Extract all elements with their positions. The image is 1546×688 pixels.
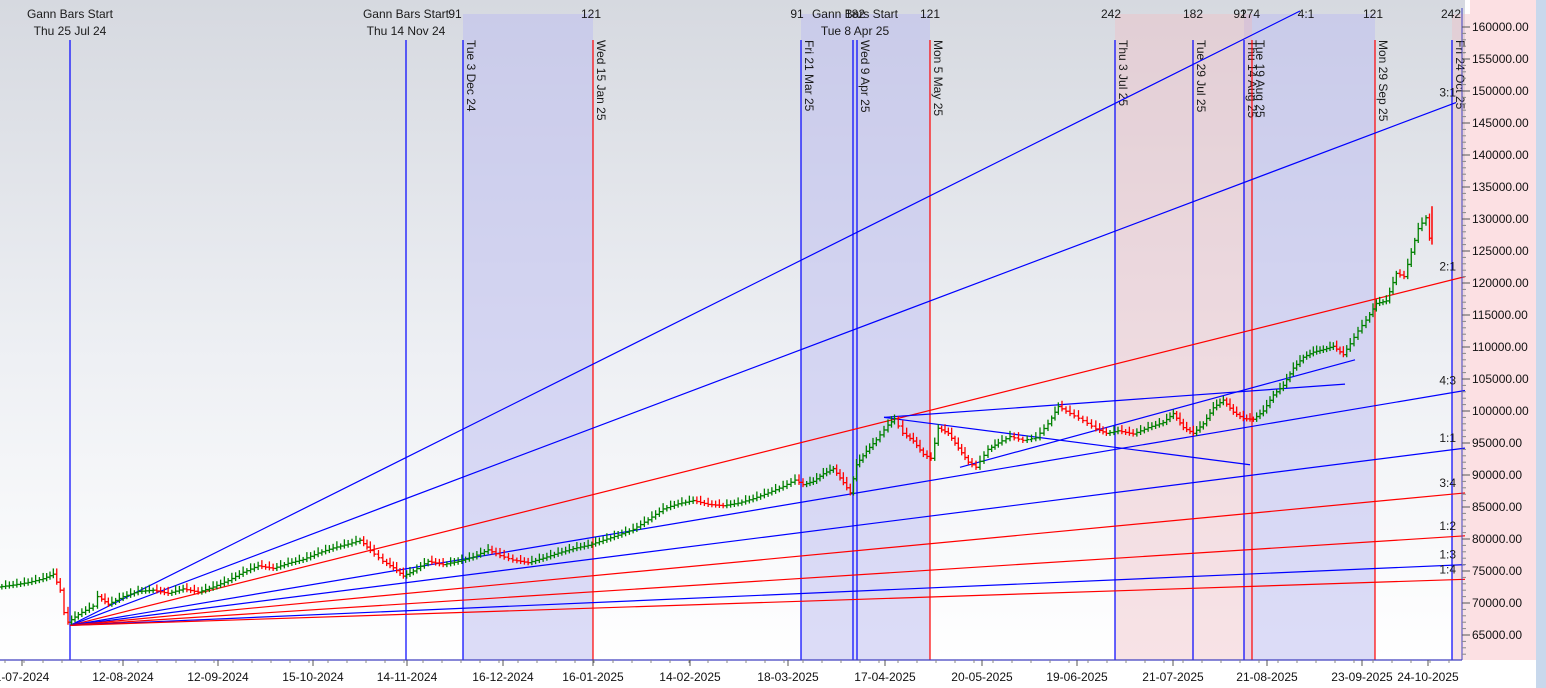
y-tick-label: 145000.00 [1472,116,1529,130]
gann-ratio-label: 3:1 [1439,86,1456,100]
gann-start-date: Thu 25 Jul 24 [34,24,107,38]
time-marker-label: Wed 9 Apr 25 [858,40,872,113]
bar-count-label: 91 [790,7,804,21]
time-marker-label: Mon 5 May 25 [931,40,945,116]
y-axis-shade [1470,0,1540,660]
gann-fan-line[interactable] [69,492,1465,626]
gann-fan-line[interactable] [69,564,1465,626]
gann-start-label: Gann Bars Start [363,7,450,21]
gann-start-date: Thu 14 Nov 24 [367,24,446,38]
time-band [1452,14,1470,660]
x-tick-label: 18-03-2025 [757,670,819,684]
gann-ratio-label: 1:3 [1439,548,1456,562]
y-tick-label: 150000.00 [1472,84,1529,98]
bar-count-label: Tue 8 Apr 25 [821,24,890,38]
x-tick-label: 14-02-2025 [659,670,721,684]
y-tick-label: 135000.00 [1472,180,1529,194]
gann-ratio-label: 4:3 [1439,374,1456,388]
y-tick-label: 120000.00 [1472,276,1529,290]
gann-fan: 3:1 2:1 4:3 1:1 3:4 1:2 1:31:4 [69,10,1465,626]
time-band [801,14,930,660]
gann-fan-line[interactable] [69,101,1457,626]
gann-ratio-label: 1:4 [1439,562,1456,576]
gann-start-label: Gann Bars Start [27,7,114,21]
x-tick-label: 21-08-2025 [1236,670,1298,684]
time-marker-label: Tue 19 Aug 25 [1253,40,1267,118]
y-tick-label: 110000.00 [1472,340,1528,354]
trend-line[interactable] [883,383,1346,418]
y-tick-label: 65000.00 [1472,628,1522,642]
y-tick-label: 80000.00 [1472,532,1522,546]
time-marker-label: Fri 21 Mar 25 [802,40,816,112]
y-tick-label: 100000.00 [1472,404,1529,418]
x-tick-label: 16-01-2025 [562,670,624,684]
x-tick-label: 1-07-2024 [0,670,50,684]
vertical-markers: Tue 3 Dec 24 Wed 15 Jan 25 Fri 21 Mar 25 We… [69,40,1467,660]
trend-line[interactable] [959,359,1356,468]
x-tick-label: 20-05-2025 [951,670,1013,684]
time-marker-label: Tue 29 Jul 25 [1194,40,1208,113]
gann-ratio-label: 1:2 [1439,519,1456,533]
gann-fan-line[interactable] [69,389,1465,626]
price-bars [0,206,1433,625]
bar-count-label: 91 [448,7,462,21]
x-tick-label: 19-06-2025 [1046,670,1108,684]
gann-fan-line[interactable] [69,276,1465,626]
y-tick-label: 90000.00 [1472,468,1522,482]
y-axis: 160000.00 155000.00 150000.00 145000.00 1400… [1461,8,1529,660]
bar-count-label: 121 [920,7,940,21]
time-marker-label: Fri 24 Oct 25 [1453,40,1467,110]
y-tick-label: 125000.00 [1472,244,1529,258]
bar-count-label: 242 [1101,7,1121,21]
time-marker-label: Wed 15 Jan 25 [594,40,608,121]
x-tick-label: 12-08-2024 [92,670,154,684]
y-tick-label: 140000.00 [1472,148,1529,162]
window-edge [1536,0,1546,688]
y-tick-label: 85000.00 [1472,500,1522,514]
y-tick-label: 105000.00 [1472,372,1529,386]
time-band [1244,14,1252,660]
x-tick-label: 15-10-2024 [282,670,344,684]
bar-count-label: 4:1 [1298,7,1315,21]
y-tick-label: 75000.00 [1472,564,1522,578]
x-tick-label: 17-04-2025 [854,670,916,684]
y-tick-label: 95000.00 [1472,436,1522,450]
bar-count-label: 182 [845,7,865,21]
x-axis-area [0,660,1536,688]
time-marker-label: Tue 3 Dec 24 [464,40,478,112]
x-tick-label: 16-12-2024 [472,670,534,684]
gann-ratio-label: 3:4 [1439,476,1456,490]
bar-count-label: 121 [1363,7,1383,21]
y-tick-label: 130000.00 [1472,212,1529,226]
x-axis: 1-07-2024 12-08-2024 12-09-2024 15-10-2024 1… [0,659,1462,684]
x-tick-label: 14-11-2024 [377,670,438,684]
x-tick-label: 12-09-2024 [187,670,249,684]
bar-count-label: 242 [1441,7,1461,21]
y-tick-label: 70000.00 [1472,596,1522,610]
gann-fan-line[interactable] [69,535,1465,626]
gann-ratio-label: 1:1 [1439,431,1456,445]
y-tick-label: 160000.00 [1472,20,1529,34]
gann-ratio-label: 2:1 [1439,260,1456,274]
time-marker-label: Mon 29 Sep 25 [1376,40,1390,122]
plot-area [0,0,1465,660]
bar-count-label: 121 [581,7,601,21]
x-tick-label: 21-07-2025 [1142,670,1204,684]
gann-fan-line[interactable] [69,447,1465,626]
y-tick-label: 155000.00 [1472,52,1529,66]
bar-count-label: 274 [1240,7,1260,21]
time-marker-label: Thu 3 Jul 25 [1116,40,1130,106]
x-tick-label: 24-10-2025 [1397,670,1459,684]
bar-count-label: 91 [1233,7,1247,21]
gann-fan-line[interactable] [69,10,1301,626]
y-tick-label: 115000.00 [1472,308,1528,322]
bar-count-label: 182 [1183,7,1203,21]
gann-fan-line[interactable] [69,578,1465,626]
bar-count-label: Gann Bars Start [812,7,899,21]
x-tick-label: 23-09-2025 [1331,670,1393,684]
